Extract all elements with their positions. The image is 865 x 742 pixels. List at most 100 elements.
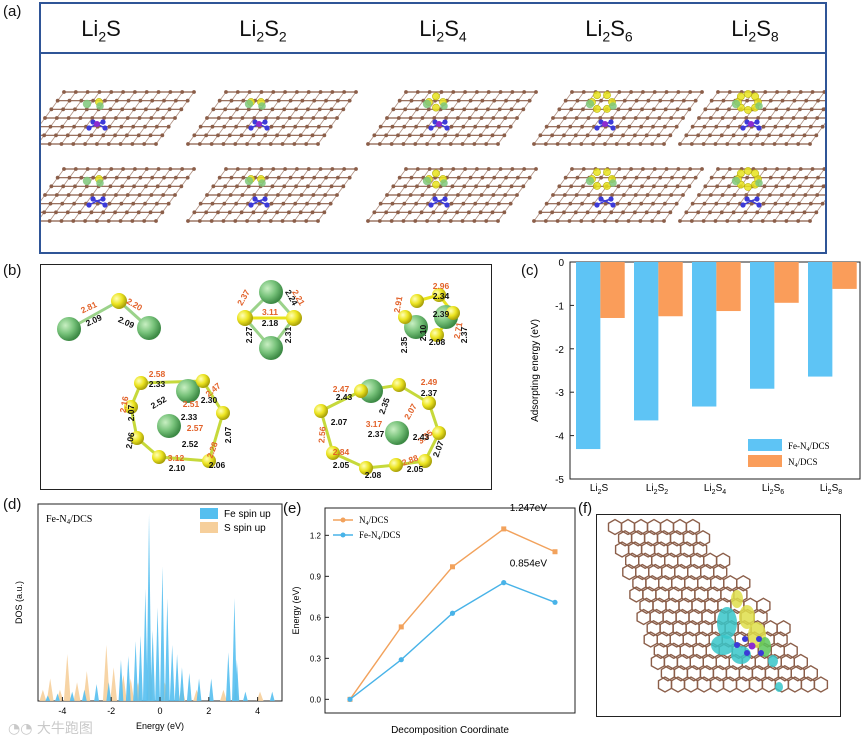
lattice-line: [317, 168, 357, 222]
chart-title: Fe-N4/DCS: [46, 514, 92, 526]
bond-length-black: 2.10: [169, 463, 186, 473]
lattice-line: [120, 91, 159, 145]
hexagon: [715, 552, 731, 570]
bar-n4-dcs: [774, 262, 799, 303]
y-axis-label: Adsorpting energy (eV): [530, 319, 541, 422]
legend-label: N4/DCS: [788, 457, 818, 469]
lattice-line: [485, 91, 525, 145]
bond-length-orange: 3.17: [366, 419, 383, 429]
lithium-atom: [157, 414, 181, 438]
iron-atom: [602, 121, 608, 127]
x-axis-label: Energy (eV): [136, 721, 184, 731]
lattice-line: [379, 168, 419, 222]
sulfur-atom: [326, 446, 340, 460]
bond-length-black: 2.35: [399, 336, 409, 353]
lattice-line: [474, 168, 513, 222]
bond-length-black: 2.30: [201, 395, 218, 405]
x-tick-label: 4: [255, 706, 260, 716]
nitrogen-atom: [744, 650, 750, 656]
lattice-line: [774, 91, 813, 145]
bar-n4-dcs: [832, 262, 857, 289]
dos-peak: [234, 659, 240, 701]
sulfur-atom: [751, 169, 759, 178]
dos-peak: [55, 693, 60, 701]
dos-peak: [160, 566, 165, 701]
sulfur-atom: [432, 288, 446, 302]
panel-label-c: (c): [521, 262, 539, 279]
x-tick-label: 0: [157, 706, 162, 716]
nitrogen-atom: [610, 202, 616, 208]
lattice-line: [497, 168, 537, 222]
lattice-line: [120, 168, 159, 222]
sulfur-atom: [432, 92, 440, 101]
lattice-line: [61, 91, 100, 145]
data-point: [347, 696, 353, 702]
nitrogen-atom: [442, 119, 448, 125]
legend-label: Fe spin up: [224, 509, 271, 520]
dos-peak: [118, 659, 124, 701]
nitrogen-atom: [444, 125, 450, 131]
dos-peak: [46, 678, 54, 701]
hexagon: [695, 529, 711, 547]
nitrogen-atom: [740, 125, 746, 131]
lattice-line: [762, 91, 802, 145]
lattice-line: [450, 91, 490, 145]
lattice-line: [628, 91, 667, 145]
dos-peak: [69, 691, 75, 701]
lattice-line: [738, 168, 778, 222]
nitrogen-atom: [734, 642, 740, 648]
nitrogen-atom: [742, 636, 748, 642]
lattice-line: [391, 91, 430, 145]
lattice-line: [679, 91, 719, 145]
bond-length-orange: 2.91: [392, 295, 405, 313]
lattice-line: [786, 168, 825, 222]
lattice-line: [49, 168, 88, 222]
lithium-atom: [385, 421, 409, 445]
watermark-logo-icon: ◔◔: [8, 721, 33, 737]
lithium-atom: [259, 280, 283, 304]
x-tick-label: -2: [107, 706, 115, 716]
bond-length-black: 2.06: [209, 460, 226, 470]
dos-peak: [179, 667, 185, 701]
y-tick-label: -5: [555, 475, 564, 486]
sulfur-atom: [410, 294, 424, 308]
lithium-atom: [609, 179, 617, 187]
bond-length-black: 2.08: [429, 337, 446, 347]
graphene-sheet: [186, 167, 358, 223]
nitrogen-atom: [754, 119, 760, 125]
lattice-line: [294, 168, 333, 222]
bond-length-black: 2.43: [413, 432, 430, 442]
graphene-sheet: [41, 167, 196, 223]
nitrogen-atom: [594, 125, 600, 131]
panel-a-header: Li2S Li2S2 Li2S4 Li2S6 Li2S8: [41, 4, 825, 54]
lattice-line: [258, 91, 298, 145]
lattice-line: [155, 168, 195, 222]
lattice-line: [809, 199, 825, 222]
lattice-line: [49, 91, 88, 145]
lithium-atom: [57, 317, 81, 341]
lithium-atom: [422, 99, 432, 109]
bond-length-black: 2.37: [459, 326, 469, 343]
lattice-line: [41, 91, 77, 141]
lattice-line: [187, 168, 227, 222]
y-tick-label: 0.9: [310, 572, 322, 581]
bond-length-orange: 2.47: [333, 384, 350, 394]
x-tick-label: 2: [206, 706, 211, 716]
dos-peak: [155, 607, 160, 701]
nitrogen-atom: [102, 125, 108, 131]
lattice-line: [426, 91, 466, 145]
sulfur-atom: [216, 406, 230, 420]
lattice-line: [533, 91, 573, 145]
bar-n4-dcs: [600, 262, 625, 318]
charge-density-lobe: [739, 605, 755, 629]
legend-swatch: [748, 439, 782, 451]
lattice-line: [143, 168, 183, 222]
graphene-sheet: [532, 167, 704, 223]
sulfur-atom: [430, 328, 444, 342]
x-tick-label: Li2S8: [820, 483, 842, 496]
lattice-line: [403, 91, 442, 145]
lattice-line: [569, 168, 608, 222]
sulfur-atom: [130, 431, 144, 445]
lithium-atom: [422, 176, 432, 186]
lattice-line: [750, 91, 790, 145]
